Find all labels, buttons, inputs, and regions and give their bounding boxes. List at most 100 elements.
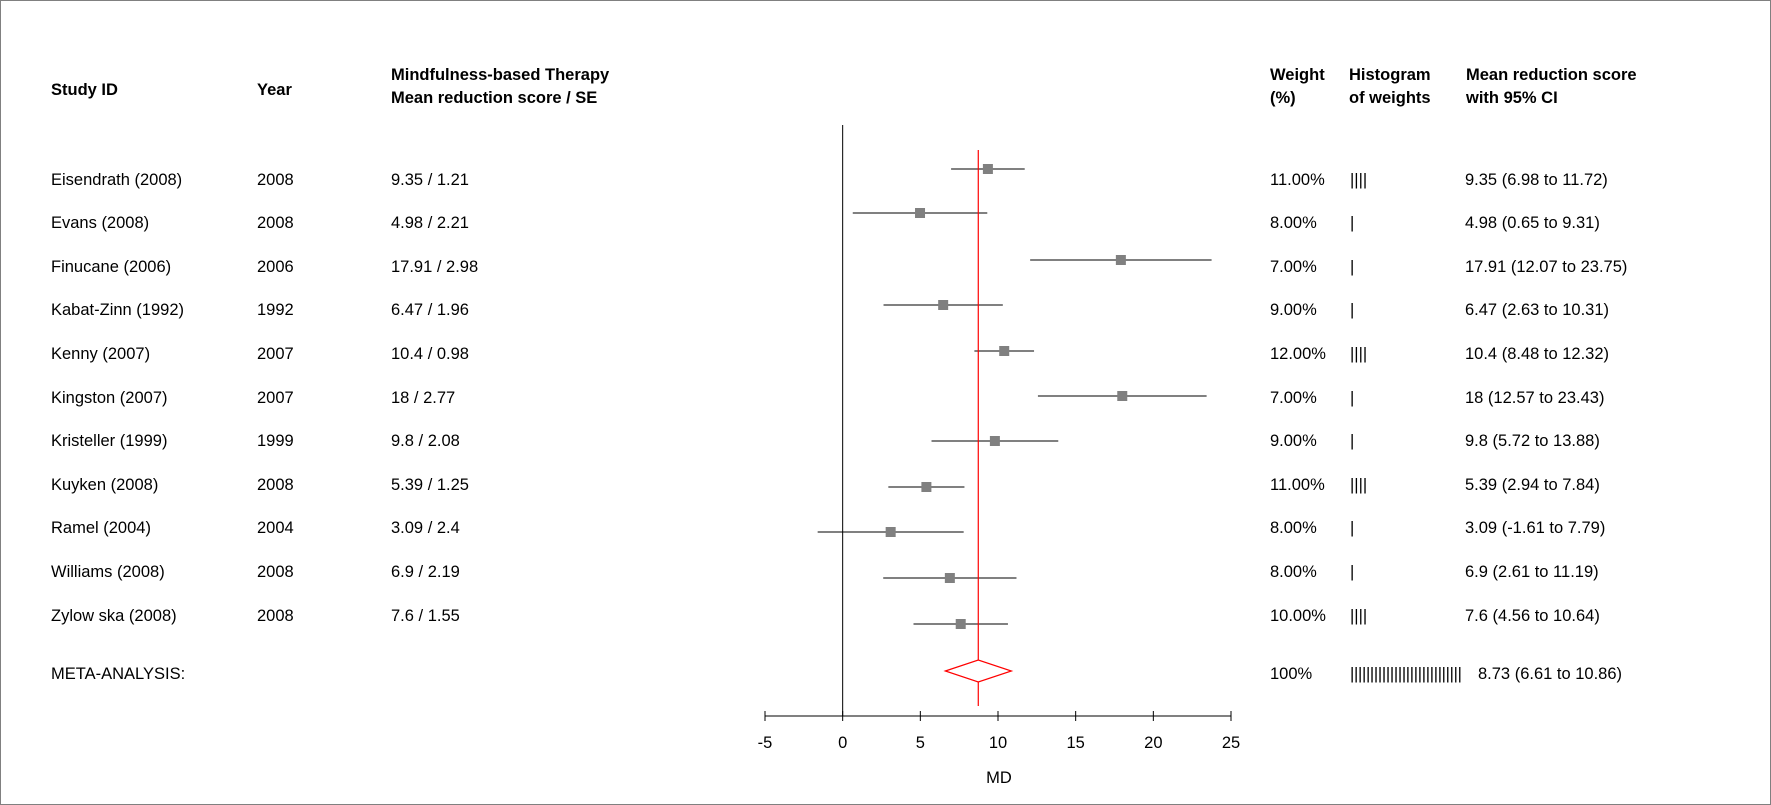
study-year: 2008 xyxy=(257,563,294,581)
x-tick-label: 10 xyxy=(989,734,1007,752)
study-score-se: 18 / 2.77 xyxy=(391,389,456,407)
study-ci-text: 9.8 (5.72 to 13.88) xyxy=(1465,432,1600,450)
study-weight-histogram: | xyxy=(1350,258,1355,276)
meta-ci-text: 8.73 (6.61 to 10.86) xyxy=(1478,665,1623,683)
study-score-se: 17.91 / 2.98 xyxy=(391,258,479,276)
study-score-se: 4.98 / 2.21 xyxy=(391,214,469,232)
x-axis: -5 0 5 10 15 20 25 xyxy=(758,711,1240,752)
header-ci: Mean reduction score with 95% CI xyxy=(1466,64,1637,110)
point-marker xyxy=(944,573,955,583)
header-weight: Weight (%) xyxy=(1270,64,1325,110)
meta-analysis-label: META-ANALYSIS: xyxy=(51,665,186,683)
study-weight-histogram: | xyxy=(1350,389,1355,407)
study-year: 1992 xyxy=(257,301,294,319)
study-weight-histogram: | xyxy=(1350,214,1355,232)
x-tick-label: 15 xyxy=(1066,734,1084,752)
study-weight-histogram: | xyxy=(1350,432,1355,450)
study-name: Kristeller (1999) xyxy=(51,432,168,450)
meta-weight-histogram: |||||||||||||||||||||||||||| xyxy=(1350,665,1462,683)
study-ci-text: 6.47 (2.63 to 10.31) xyxy=(1465,301,1610,319)
study-score-se: 7.6 / 1.55 xyxy=(391,607,460,625)
header-therapy: Mindfulness-based Therapy Mean reduction… xyxy=(391,64,609,110)
x-tick-label: 0 xyxy=(838,734,847,752)
point-marker xyxy=(915,208,926,218)
study-weight: 11.00% xyxy=(1270,171,1325,189)
study-ci-text: 9.35 (6.98 to 11.72) xyxy=(1465,171,1608,189)
header-hist-line2: of weights xyxy=(1349,89,1431,107)
header-ci-line1: Mean reduction score xyxy=(1466,66,1637,84)
study-ci-text: 4.98 (0.65 to 9.31) xyxy=(1465,214,1600,232)
study-ci-text: 5.39 (2.94 to 7.84) xyxy=(1465,476,1600,494)
header-ci-line2: with 95% CI xyxy=(1466,89,1558,107)
x-tick-label: -5 xyxy=(758,734,773,752)
x-tick-label: 25 xyxy=(1222,734,1240,752)
ci-lines xyxy=(817,168,1212,625)
study-name: Eisendrath (2008) xyxy=(51,171,183,189)
study-ci-text: 7.6 (4.56 to 10.64) xyxy=(1465,607,1600,625)
meta-weight: 100% xyxy=(1270,665,1313,683)
study-year: 2008 xyxy=(257,607,294,625)
study-weight-histogram: |||| xyxy=(1350,171,1368,189)
pooled-diamond xyxy=(943,659,1014,683)
header-hist-line1: Histogram xyxy=(1349,66,1431,84)
study-weight: 10.00% xyxy=(1270,607,1326,625)
study-score-se: 5.39 / 1.25 xyxy=(391,476,469,494)
study-name: Ramel (2004) xyxy=(51,519,151,537)
study-weight-histogram: | xyxy=(1350,563,1355,581)
header-weight-line2: (%) xyxy=(1270,89,1296,107)
point-marker xyxy=(982,164,993,174)
header-therapy-line2: Mean reduction score / SE xyxy=(391,89,598,107)
study-weight-histogram: |||| xyxy=(1350,476,1368,494)
study-name: Zylow ska (2008) xyxy=(51,607,177,625)
study-weight: 8.00% xyxy=(1270,214,1317,232)
study-weight: 7.00% xyxy=(1270,258,1317,276)
header-study-id: Study ID xyxy=(51,81,118,99)
study-score-se: 6.47 / 1.96 xyxy=(391,301,469,319)
study-name: Finucane (2006) xyxy=(51,258,172,276)
pooled-effect xyxy=(943,150,1014,706)
study-weight-histogram: | xyxy=(1350,519,1355,537)
study-score-se: 6.9 / 2.19 xyxy=(391,563,460,581)
study-score-se: 9.35 / 1.21 xyxy=(391,171,469,189)
study-weight-histogram: | xyxy=(1350,301,1355,319)
point-marker xyxy=(1115,255,1126,265)
study-name: Kabat-Zinn (1992) xyxy=(51,301,184,319)
study-year: 2006 xyxy=(257,258,294,276)
study-ci-text: 18 (12.57 to 23.43) xyxy=(1465,389,1605,407)
study-weight-histogram: |||| xyxy=(1350,345,1368,363)
study-year: 2008 xyxy=(257,476,294,494)
study-name: Evans (2008) xyxy=(51,214,150,232)
study-weight: 12.00% xyxy=(1270,345,1326,363)
point-marker xyxy=(921,482,932,492)
study-score-se: 10.4 / 0.98 xyxy=(391,345,469,363)
study-weight: 8.00% xyxy=(1270,563,1317,581)
study-year: 2008 xyxy=(257,214,294,232)
point-marker xyxy=(989,436,1000,446)
x-tick-label: 20 xyxy=(1144,734,1162,752)
x-tick-label: 5 xyxy=(916,734,925,752)
x-axis-label: MD xyxy=(986,769,1012,787)
study-score-se: 9.8 / 2.08 xyxy=(391,432,460,450)
header-histogram: Histogram of weights xyxy=(1349,64,1431,110)
point-marker xyxy=(885,527,896,537)
study-year: 2007 xyxy=(257,345,294,363)
study-name: Williams (2008) xyxy=(51,563,165,581)
study-ci-text: 6.9 (2.61 to 11.19) xyxy=(1465,563,1599,581)
study-weight: 7.00% xyxy=(1270,389,1317,407)
study-score-se: 3.09 / 2.4 xyxy=(391,519,460,537)
study-weight: 9.00% xyxy=(1270,432,1317,450)
study-weight: 9.00% xyxy=(1270,301,1317,319)
header-therapy-line1: Mindfulness-based Therapy xyxy=(391,66,610,84)
study-year: 2004 xyxy=(257,519,294,537)
study-year: 2008 xyxy=(257,171,294,189)
study-weight-histogram: |||| xyxy=(1350,607,1368,625)
point-estimates xyxy=(885,164,1128,629)
study-year: 1999 xyxy=(257,432,294,450)
study-ci-text: 10.4 (8.48 to 12.32) xyxy=(1465,345,1610,363)
study-name: Kingston (2007) xyxy=(51,389,168,407)
study-name: Kuyken (2008) xyxy=(51,476,159,494)
study-year: 2007 xyxy=(257,389,294,407)
point-marker xyxy=(955,619,966,629)
point-marker xyxy=(999,346,1010,356)
